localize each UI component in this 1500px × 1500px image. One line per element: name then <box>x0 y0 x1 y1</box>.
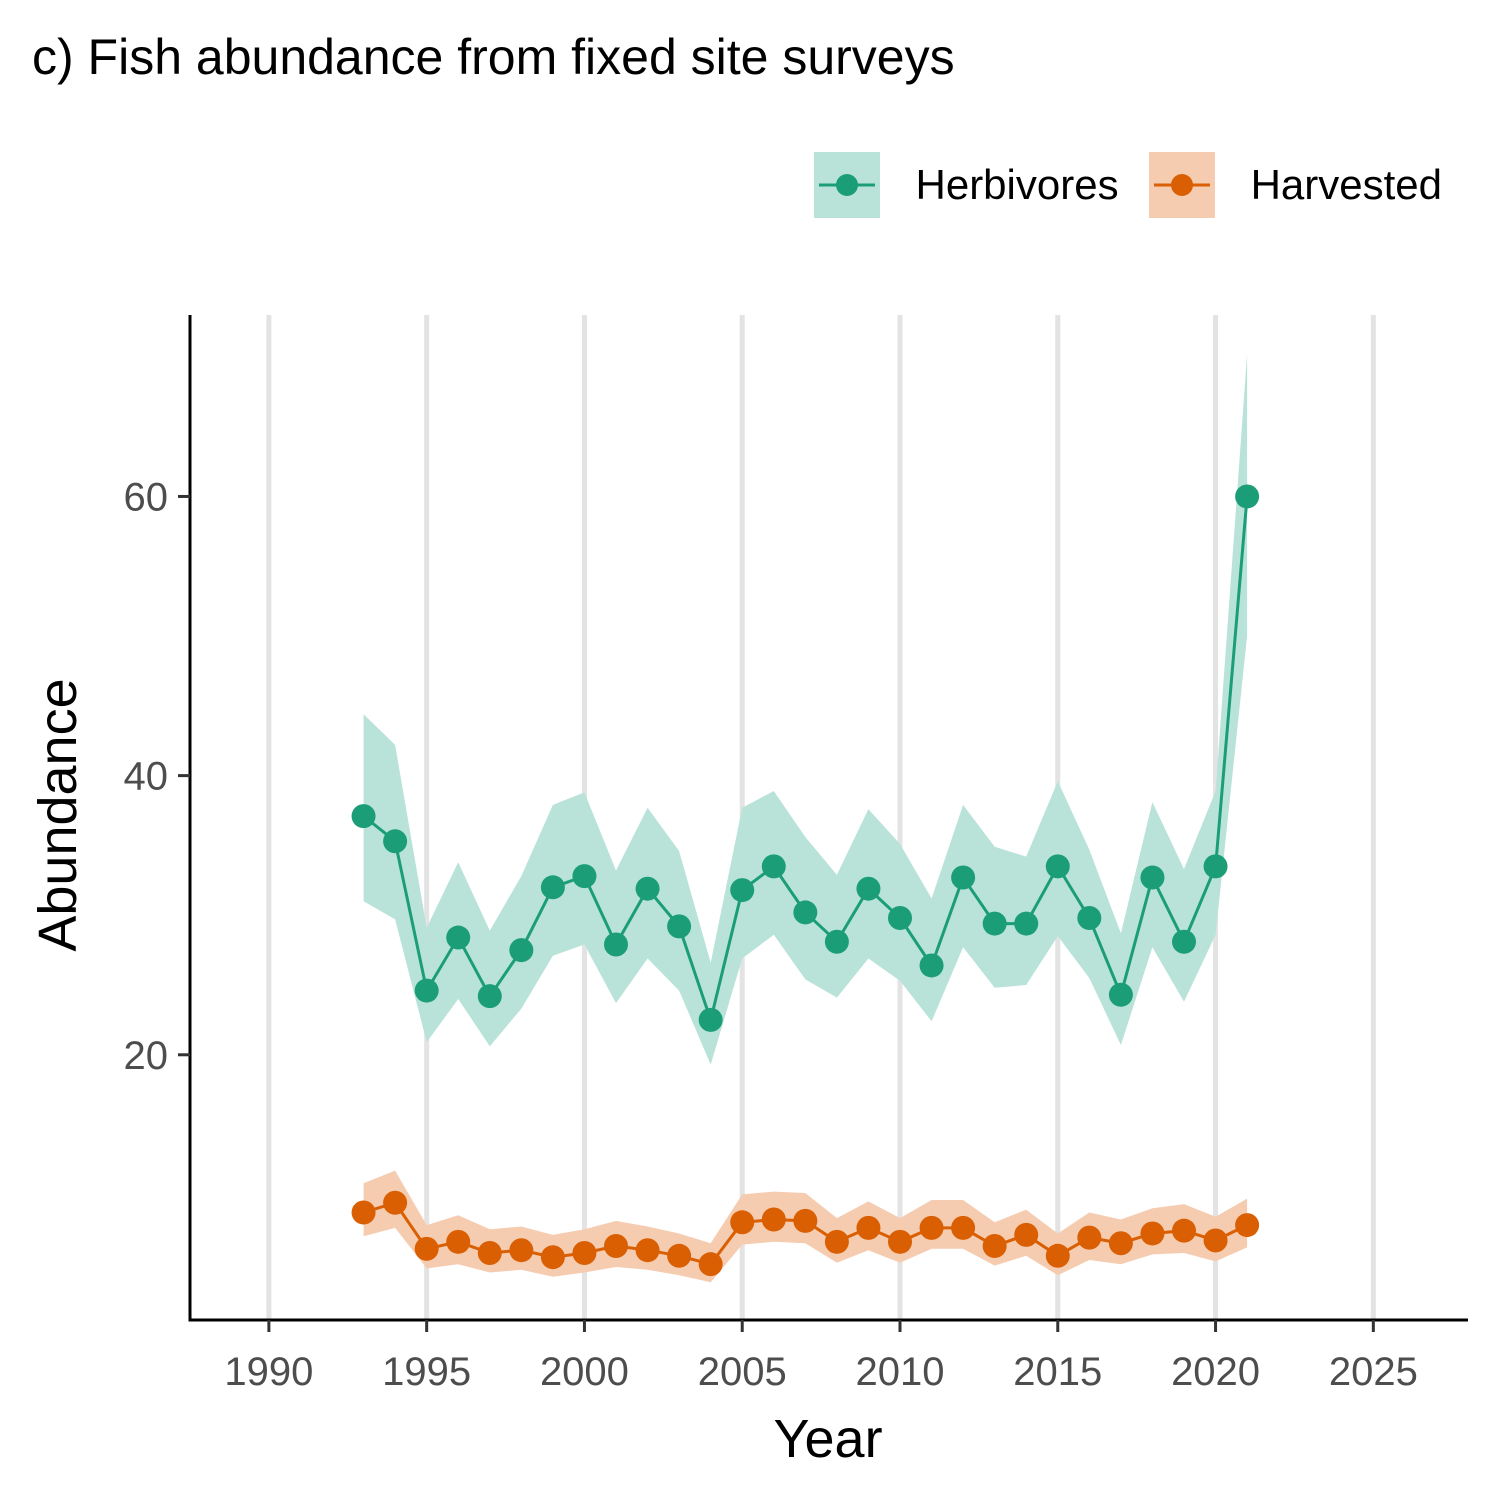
x-tick-label-2010: 2010 <box>856 1350 945 1394</box>
data-point-herbivores-1993 <box>351 804 376 829</box>
data-point-herbivores-2010 <box>888 906 912 930</box>
data-point-herbivores-2014 <box>1014 911 1039 936</box>
point-layer <box>351 484 1260 1277</box>
data-point-herbivores-2004 <box>698 1007 723 1032</box>
data-point-herbivores-2002 <box>635 876 660 901</box>
legend-key-harvested <box>1148 152 1215 218</box>
data-point-herbivores-2020 <box>1203 854 1228 879</box>
data-point-harvested-2010 <box>888 1229 912 1254</box>
x-tick-label-2005: 2005 <box>698 1350 787 1394</box>
data-point-herbivores-1997 <box>477 984 502 1009</box>
data-point-harvested-2018 <box>1140 1221 1165 1246</box>
data-point-herbivores-2008 <box>824 929 849 954</box>
data-point-harvested-1996 <box>446 1229 471 1254</box>
legend-label-harvested: Harvested <box>1250 161 1442 208</box>
data-point-herbivores-2005 <box>730 878 755 903</box>
legend-item-harvested: Harvested <box>1127 152 1442 218</box>
data-point-harvested-1995 <box>414 1236 439 1261</box>
data-point-harvested-2004 <box>698 1252 723 1277</box>
legend-point-herbivores <box>835 174 858 196</box>
data-point-herbivores-2019 <box>1172 929 1196 954</box>
data-point-herbivores-1999 <box>540 875 565 900</box>
y-tick-label-60: 60 <box>124 475 169 519</box>
data-point-harvested-2020 <box>1203 1228 1228 1253</box>
x-tick-label-2000: 2000 <box>540 1350 629 1394</box>
data-point-herbivores-2013 <box>982 911 1007 936</box>
data-point-harvested-2019 <box>1172 1218 1196 1243</box>
legend: Herbivores Harvested <box>813 152 1442 218</box>
data-point-harvested-2021 <box>1235 1213 1260 1238</box>
legend-point-harvested <box>1170 174 1193 196</box>
legend-item-herbivores: Herbivores <box>813 152 1119 218</box>
data-point-herbivores-2009 <box>856 876 881 901</box>
data-point-herbivores-1998 <box>509 938 534 963</box>
data-point-harvested-2015 <box>1045 1243 1070 1268</box>
data-point-herbivores-2000 <box>572 864 597 889</box>
x-tick-label-1995: 1995 <box>382 1350 471 1394</box>
x-tick-label-2015: 2015 <box>1013 1350 1102 1394</box>
data-point-herbivores-2011 <box>919 953 944 978</box>
data-point-harvested-2002 <box>635 1238 660 1263</box>
data-point-harvested-2006 <box>761 1207 786 1232</box>
data-point-harvested-2007 <box>793 1208 818 1233</box>
data-point-herbivores-2021 <box>1235 484 1260 509</box>
data-point-herbivores-2006 <box>761 854 786 879</box>
ribbon-herbivores <box>363 354 1248 1065</box>
legend-label-herbivores: Herbivores <box>915 161 1119 208</box>
legend-key-herbivores <box>813 152 880 218</box>
data-point-herbivores-2003 <box>667 914 692 939</box>
data-point-harvested-2014 <box>1014 1222 1039 1247</box>
chart-title: c) Fish abundance from fixed site survey… <box>32 29 955 85</box>
data-point-harvested-2013 <box>982 1234 1007 1259</box>
data-point-herbivores-2016 <box>1077 906 1102 930</box>
x-axis-title: Year <box>773 1409 882 1469</box>
data-point-harvested-2017 <box>1108 1231 1133 1256</box>
data-point-harvested-2003 <box>667 1243 692 1268</box>
data-point-herbivores-1995 <box>414 978 439 1003</box>
data-point-harvested-2005 <box>730 1210 755 1235</box>
axis-layer: 1990 1995 2000 2005 2010 2015 2020 2025 20 40 60 <box>124 315 1468 1394</box>
data-point-herbivores-2015 <box>1045 854 1070 879</box>
y-tick-label-20: 20 <box>124 1034 169 1078</box>
data-point-herbivores-2007 <box>793 900 818 925</box>
data-point-harvested-2000 <box>572 1241 597 1265</box>
y-tick-label-40: 40 <box>124 755 169 799</box>
ribbon-layer <box>363 354 1248 1283</box>
data-point-harvested-2008 <box>824 1229 849 1254</box>
data-point-harvested-1993 <box>351 1200 376 1225</box>
data-point-herbivores-2001 <box>604 932 628 957</box>
data-point-herbivores-2012 <box>951 865 976 890</box>
x-tick-label-2025: 2025 <box>1329 1350 1418 1394</box>
data-point-harvested-2016 <box>1077 1225 1102 1250</box>
data-point-harvested-1999 <box>540 1245 565 1270</box>
data-point-harvested-2011 <box>919 1215 944 1240</box>
data-point-harvested-2009 <box>856 1215 881 1240</box>
data-point-harvested-1998 <box>509 1238 534 1263</box>
y-axis-title: Abundance <box>28 678 88 951</box>
data-point-harvested-2012 <box>951 1215 976 1240</box>
data-point-herbivores-2018 <box>1140 865 1165 890</box>
data-point-harvested-1997 <box>477 1241 502 1265</box>
data-point-harvested-2001 <box>604 1234 628 1259</box>
x-tick-label-2020: 2020 <box>1171 1350 1260 1394</box>
data-point-harvested-1994 <box>383 1190 408 1215</box>
data-point-herbivores-1994 <box>383 829 408 854</box>
x-tick-label-1990: 1990 <box>224 1350 313 1394</box>
data-point-herbivores-2017 <box>1108 982 1133 1007</box>
data-point-herbivores-1996 <box>446 925 471 950</box>
